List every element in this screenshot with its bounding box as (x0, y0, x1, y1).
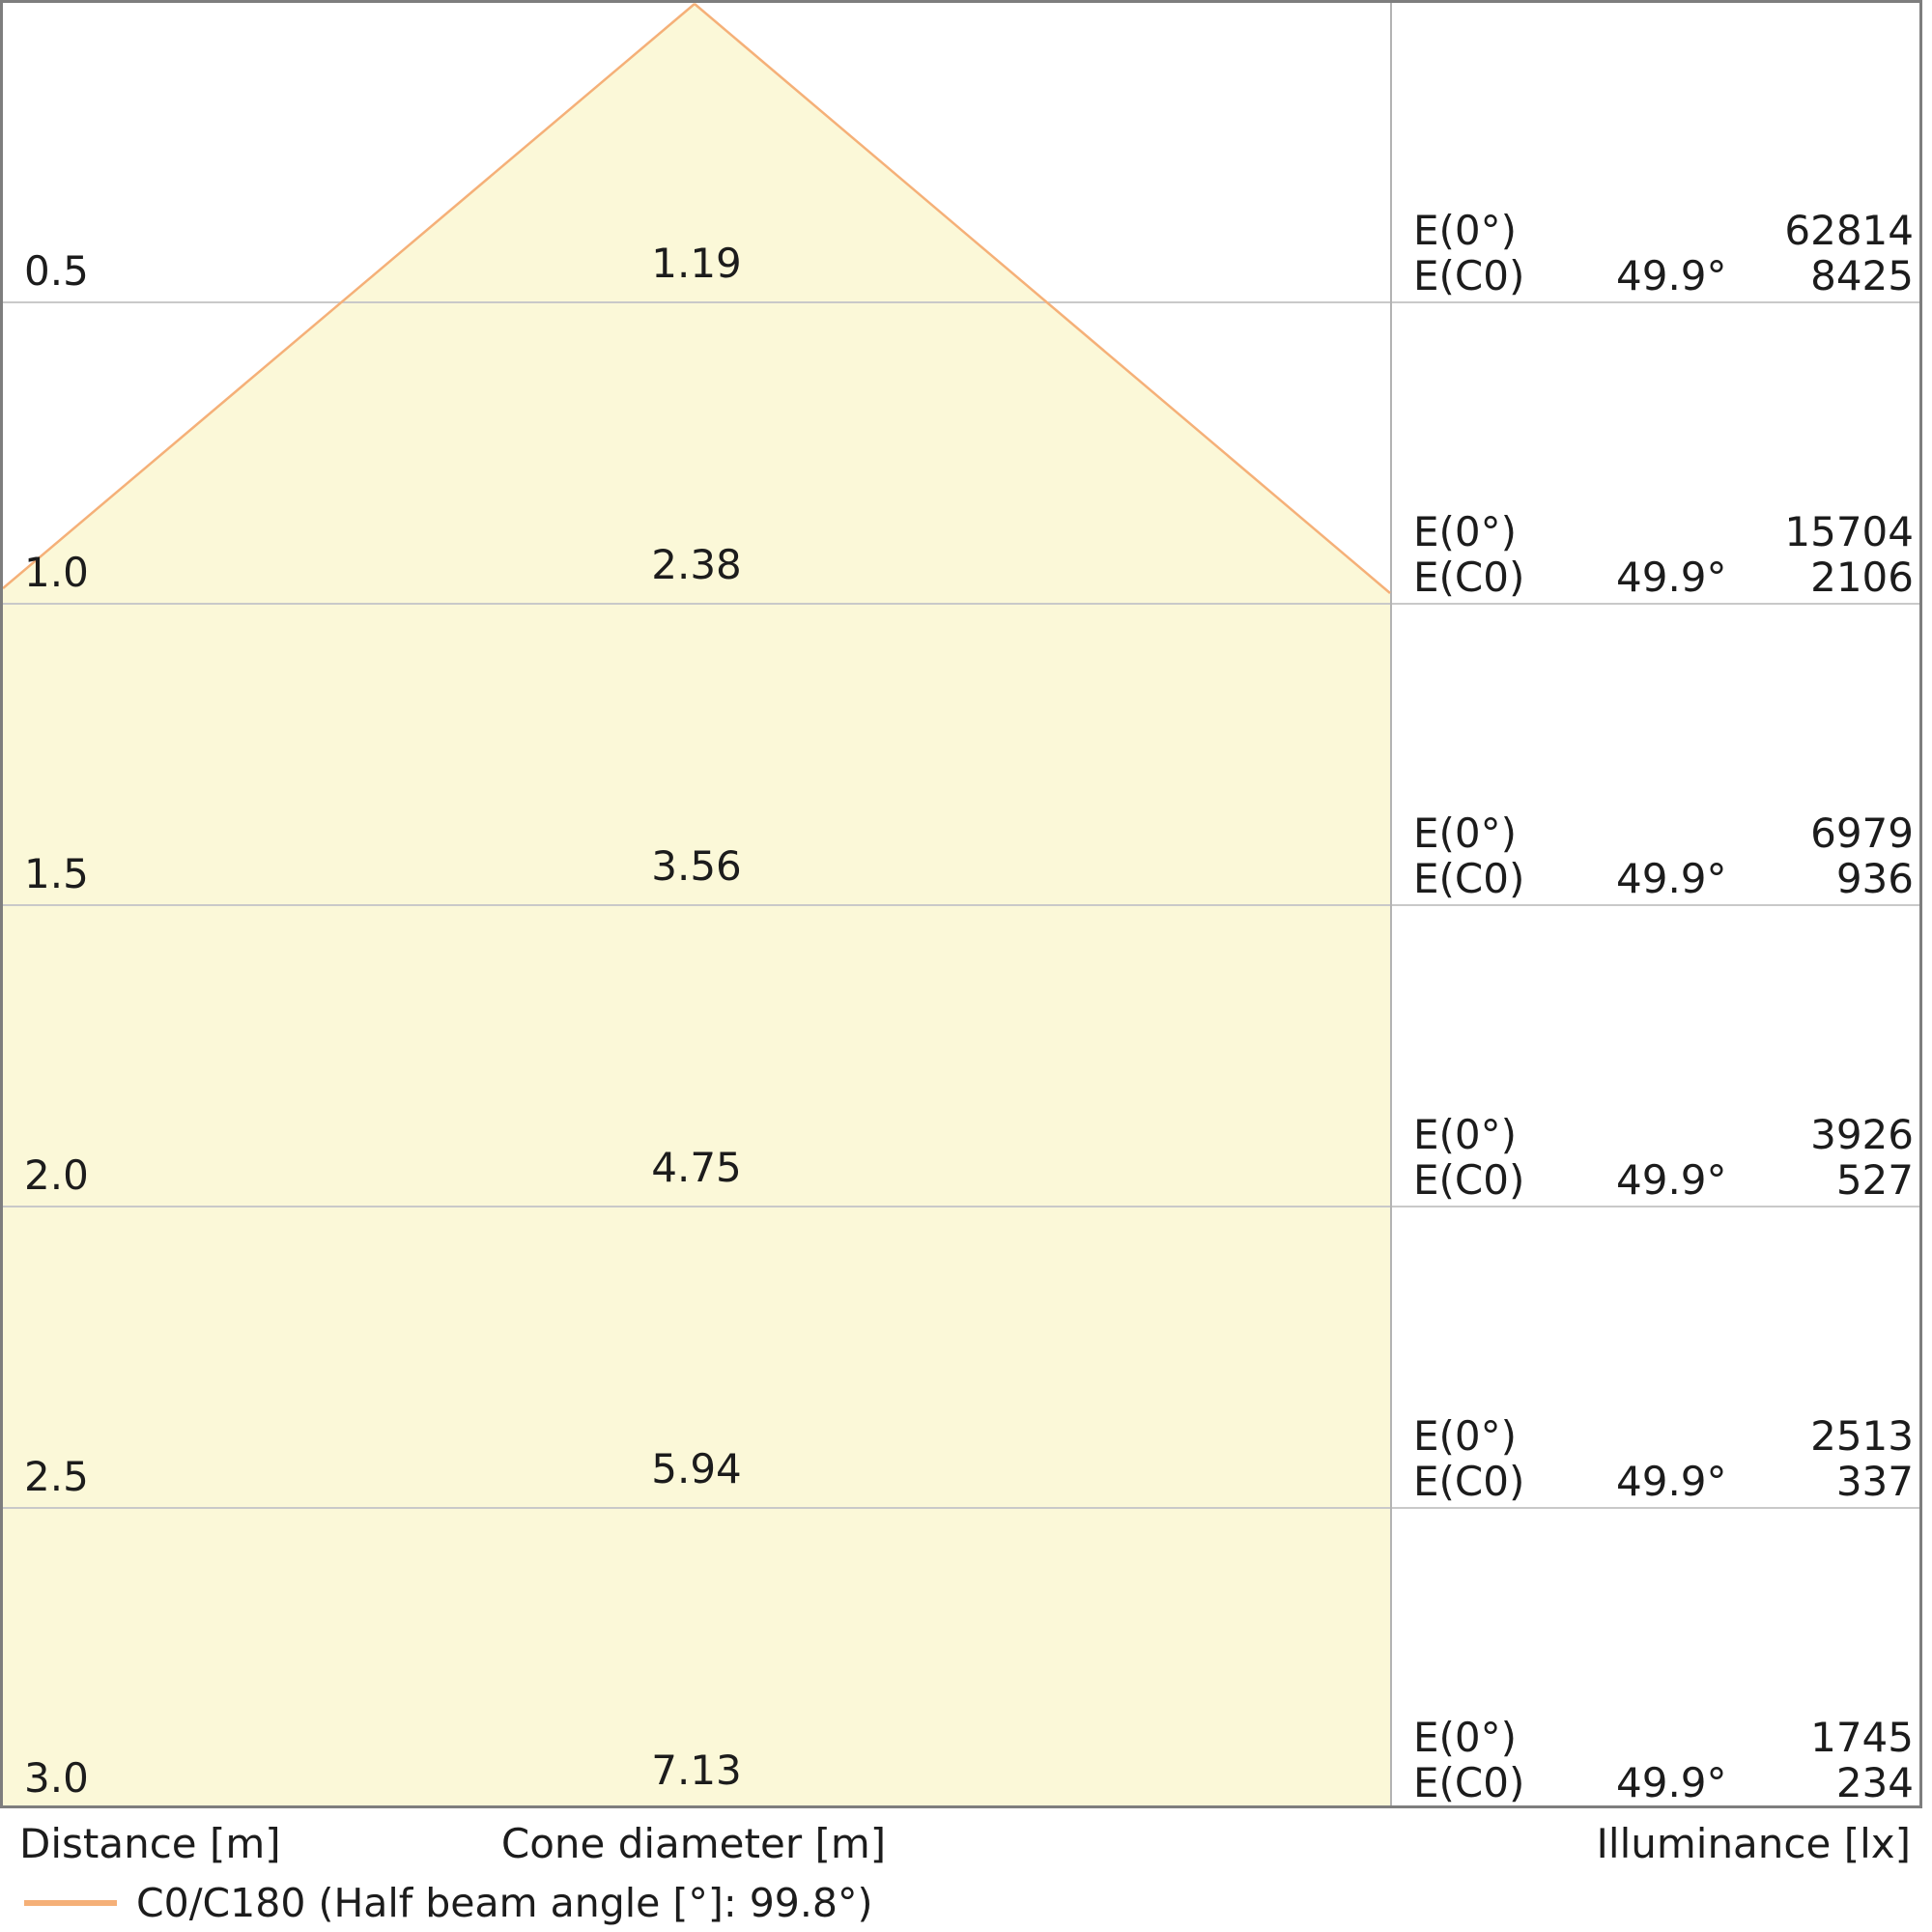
distance-tick-label: 0.5 (24, 247, 89, 295)
distance-tick-label: 3.0 (24, 1754, 89, 1802)
ec0-label: E(C0) (1413, 1759, 1525, 1806)
illuminance-row: E(0°) 1745 E(C0) 49.9° 234 (1413, 1715, 1914, 1805)
cone-diameter-axis-label: Cone diameter [m] (500, 1820, 887, 1867)
cone-edge-left (3, 3, 696, 589)
illuminance-row: E(0°) 62814 E(C0) 49.9° 8425 (1413, 208, 1914, 298)
e0-value: 1745 (1810, 1714, 1914, 1761)
cone-plot (3, 3, 1919, 1805)
cone-diameter-value: 7.13 (651, 1747, 742, 1794)
ec0-value: 337 (1835, 1458, 1914, 1505)
ec0-label: E(C0) (1413, 855, 1525, 902)
cone-diameter-value: 4.75 (651, 1144, 742, 1191)
distance-axis-label: Distance [m] (19, 1820, 281, 1867)
cone-diameter-value: 5.94 (651, 1445, 742, 1492)
e0-label: E(0°) (1413, 1714, 1518, 1761)
chart-area: 0.5 1.0 1.5 2.0 2.5 3.0 1.19 2.38 3.56 4… (0, 0, 1922, 1808)
illuminance-row: E(0°) 15704 E(C0) 49.9° 2106 (1413, 509, 1914, 600)
illuminance-axis-label: Illuminance [lx] (1596, 1820, 1911, 1867)
e0-label: E(0°) (1413, 810, 1518, 857)
legend-line-swatch (24, 1900, 117, 1906)
e0-label: E(0°) (1413, 1412, 1518, 1460)
ec0-value: 936 (1835, 855, 1914, 902)
ec0-angle: 49.9° (1616, 1156, 1727, 1204)
illuminance-row: E(0°) 3926 E(C0) 49.9° 527 (1413, 1112, 1914, 1203)
cone-diameter-value: 3.56 (651, 842, 742, 890)
ec0-value: 2106 (1810, 554, 1914, 601)
ec0-label: E(C0) (1413, 554, 1525, 601)
ec0-angle: 49.9° (1616, 554, 1727, 601)
illuminance-row: E(0°) 2513 E(C0) 49.9° 337 (1413, 1413, 1914, 1504)
legend: C0/C180 (Half beam angle [°]: 99.8°) (24, 1878, 873, 1928)
legend-label: C0/C180 (Half beam angle [°]: 99.8°) (136, 1880, 873, 1926)
e0-value: 2513 (1810, 1412, 1914, 1460)
e0-value: 15704 (1784, 508, 1914, 555)
distance-tick-label: 1.0 (24, 549, 89, 596)
e0-label: E(0°) (1413, 207, 1518, 254)
e0-label: E(0°) (1413, 1111, 1518, 1158)
cone-edge-right (694, 3, 1391, 594)
ec0-angle: 49.9° (1616, 855, 1727, 902)
ec0-angle: 49.9° (1616, 252, 1727, 299)
ec0-angle: 49.9° (1616, 1458, 1727, 1505)
ec0-label: E(C0) (1413, 1458, 1525, 1505)
e0-value: 6979 (1810, 810, 1914, 857)
ec0-angle: 49.9° (1616, 1759, 1727, 1806)
distance-tick-label: 2.5 (24, 1453, 89, 1500)
illuminance-row: E(0°) 6979 E(C0) 49.9° 936 (1413, 810, 1914, 901)
distance-tick-label: 2.0 (24, 1151, 89, 1199)
cone-diameter-value: 1.19 (651, 240, 742, 287)
ec0-value: 527 (1835, 1156, 1914, 1204)
ec0-value: 8425 (1810, 252, 1914, 299)
cone-diameter-value: 2.38 (651, 541, 742, 588)
e0-value: 62814 (1784, 207, 1914, 254)
ec0-label: E(C0) (1413, 252, 1525, 299)
distance-tick-label: 1.5 (24, 850, 89, 897)
ec0-label: E(C0) (1413, 1156, 1525, 1204)
e0-label: E(0°) (1413, 508, 1518, 555)
e0-value: 3926 (1810, 1111, 1914, 1158)
ec0-value: 234 (1835, 1759, 1914, 1806)
